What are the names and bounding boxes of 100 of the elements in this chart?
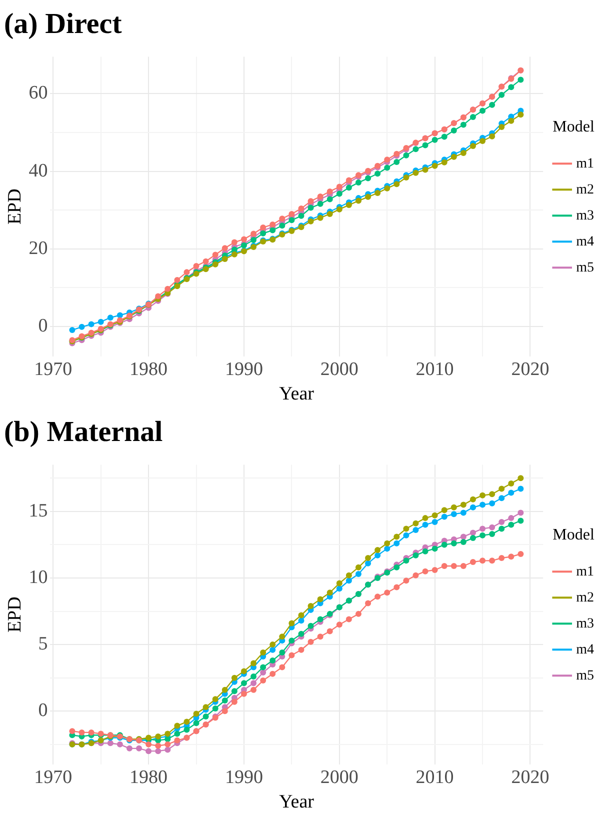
point (116, 312, 123, 318)
point (260, 650, 266, 656)
point (346, 184, 352, 191)
point (355, 610, 362, 617)
y-tick-label: 40 (28, 160, 48, 182)
point (460, 122, 466, 128)
point (403, 532, 410, 538)
point (470, 535, 476, 542)
point (422, 522, 428, 528)
point (260, 230, 266, 236)
point (460, 502, 466, 508)
point (250, 674, 257, 680)
point (250, 660, 257, 666)
point (432, 519, 438, 526)
point (480, 108, 486, 114)
point (317, 596, 324, 602)
legend-label: m2 (576, 182, 594, 198)
point (222, 686, 228, 693)
point (450, 563, 457, 569)
point (336, 622, 342, 628)
point (279, 664, 286, 670)
point (441, 507, 448, 514)
point (374, 552, 381, 558)
point (184, 269, 190, 276)
point (308, 622, 314, 629)
point (78, 324, 85, 330)
point (432, 162, 438, 169)
point (288, 210, 295, 217)
point (260, 664, 266, 670)
point (126, 745, 132, 752)
point (231, 698, 238, 705)
point (279, 222, 286, 229)
point (355, 198, 362, 204)
x-tick-label: 2000 (320, 766, 358, 788)
point (155, 748, 162, 754)
point (69, 327, 76, 334)
point (403, 558, 410, 564)
point (508, 490, 514, 496)
point (422, 548, 428, 554)
point (403, 152, 410, 158)
point (412, 552, 419, 558)
point (240, 236, 247, 242)
legend-label: m3 (576, 208, 594, 224)
point (202, 258, 209, 264)
point (470, 143, 476, 150)
point (422, 515, 428, 522)
point (498, 555, 505, 562)
point (365, 600, 372, 606)
point (394, 564, 400, 570)
point (222, 708, 228, 714)
point (107, 314, 114, 321)
point (480, 502, 486, 508)
point (298, 630, 304, 637)
point (298, 612, 304, 618)
point (508, 515, 514, 522)
point (489, 133, 496, 140)
legend-label: m1 (576, 564, 594, 580)
point (308, 602, 314, 609)
point (470, 114, 476, 120)
point (250, 686, 257, 693)
point (174, 737, 180, 744)
point (384, 546, 390, 552)
point (279, 216, 286, 222)
point (374, 190, 381, 196)
point (489, 102, 496, 108)
point (498, 92, 505, 98)
point (298, 212, 304, 219)
point (174, 276, 180, 283)
point (460, 150, 466, 156)
point (279, 650, 286, 656)
point (480, 558, 486, 564)
y-tick-label: 15 (28, 500, 48, 522)
point (298, 618, 304, 624)
point (288, 652, 295, 658)
point (260, 670, 266, 676)
point (193, 710, 200, 717)
point (164, 286, 171, 292)
point (164, 730, 171, 737)
point (98, 318, 104, 325)
point (355, 570, 362, 577)
point (184, 718, 190, 725)
point (384, 540, 390, 546)
y-tick-label: 10 (28, 566, 48, 588)
point (508, 480, 514, 486)
point (412, 170, 419, 176)
point (450, 504, 457, 510)
x-tick-label: 2000 (320, 358, 358, 380)
y-axis-title: EPD (4, 596, 26, 633)
y-tick-label: 5 (38, 634, 48, 655)
point (365, 175, 372, 182)
point (365, 555, 372, 562)
point (508, 554, 514, 560)
point (317, 200, 324, 207)
point (346, 616, 352, 622)
x-tick-label: 1970 (34, 358, 72, 380)
point (193, 720, 200, 726)
y-tick-label: 0 (38, 316, 48, 336)
point (288, 638, 295, 644)
point (412, 572, 419, 578)
point (518, 551, 524, 558)
